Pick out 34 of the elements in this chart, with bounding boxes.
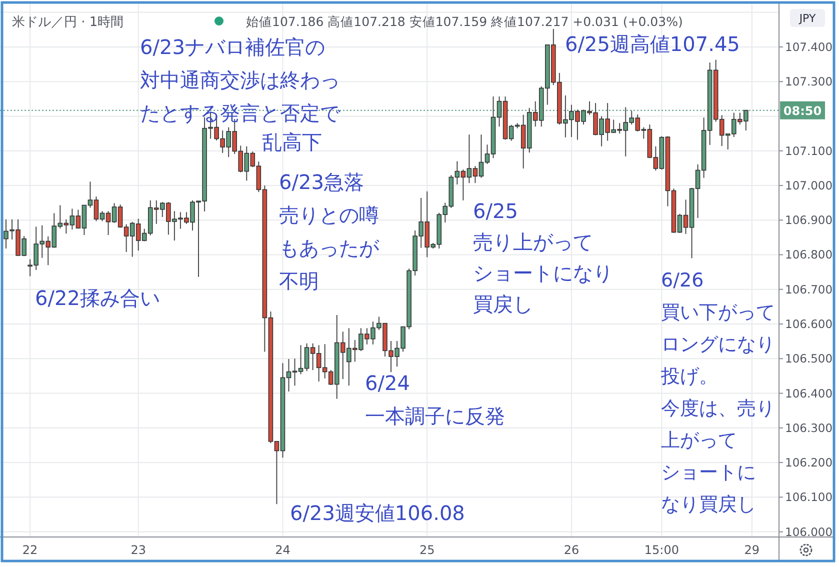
annotation: 6/23急落売りとの噂もあったが不明 bbox=[279, 170, 379, 293]
y-tick-label: 106.300 bbox=[785, 420, 833, 435]
text: 米ドル／円 · 1時間 bbox=[12, 15, 124, 30]
y-tick-label: 106.500 bbox=[785, 352, 833, 366]
text: 始値107.186 高値107.218 安値107.159 終値107.217 +0.031 (+0.03%) bbox=[246, 14, 683, 29]
annotation: 6/23週安値106.08 bbox=[290, 501, 465, 525]
x-tick-label: 29 bbox=[744, 543, 760, 557]
y-tick-label: 107.000 bbox=[785, 178, 833, 192]
y-tick-label: 106.900 bbox=[785, 213, 833, 228]
annotation: 6/23ナバロ補佐官の対中通商交渉は終わったとする発言と否定で bbox=[140, 35, 340, 125]
y-tick-label: 107.100 bbox=[785, 144, 833, 158]
x-tick-label: 22 bbox=[22, 543, 38, 557]
y-tick-label: 107.300 bbox=[785, 74, 833, 89]
y-tick-label: 106.700 bbox=[785, 282, 833, 296]
annotation: 08:50 bbox=[783, 104, 822, 118]
y-tick-label: 106.800 bbox=[785, 248, 833, 262]
y-tick-label: 106.200 bbox=[785, 456, 833, 470]
x-tick-label: 24 bbox=[275, 543, 290, 557]
y-tick-label: 106.100 bbox=[785, 490, 833, 504]
x-tick-label: 15:00 bbox=[644, 543, 679, 557]
annotation: 6/26買い下がってロングになり投げ。今度は、売り上がってショートになり買戻し bbox=[661, 270, 775, 516]
annotation: 6/22揉み合い bbox=[35, 286, 160, 310]
x-tick-label: 23 bbox=[130, 543, 146, 557]
y-tick-label: 106.000 bbox=[785, 524, 833, 539]
annotation: 6/24一本調子に反発 bbox=[365, 371, 505, 428]
x-tick-label: 25 bbox=[419, 543, 435, 557]
annotation: 6/25週高値107.45 bbox=[565, 32, 740, 56]
y-tick-label: 107.400 bbox=[785, 40, 833, 54]
annotation: 乱高下 bbox=[262, 130, 322, 154]
annotation: 6/25売り上がってショートになり買戻し bbox=[473, 199, 613, 316]
y-tick-label: 106.600 bbox=[785, 317, 833, 332]
x-tick-label: 26 bbox=[564, 543, 580, 557]
y-axis-title: JPY bbox=[798, 12, 816, 25]
y-tick-label: 106.400 bbox=[785, 386, 833, 400]
